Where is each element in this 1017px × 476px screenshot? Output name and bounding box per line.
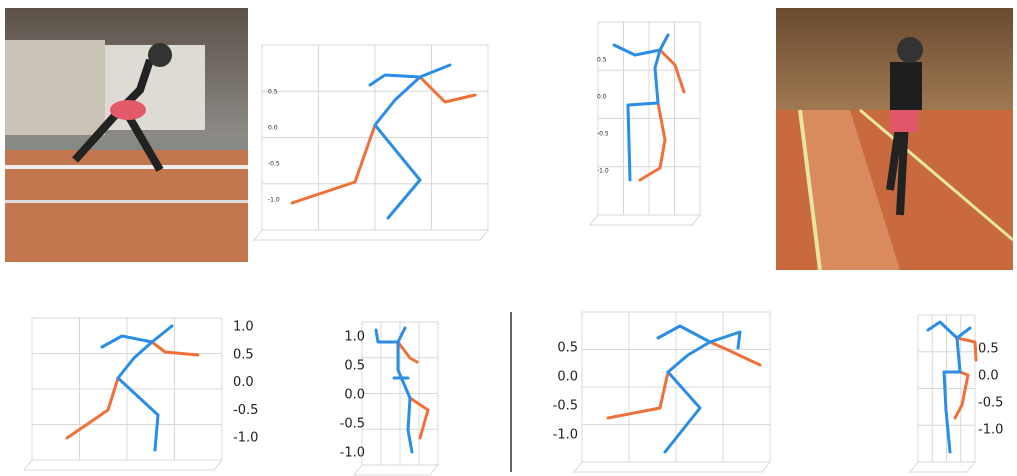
figure: 0.5 0.0 -0.5 -1.0 0.5 0.0 -0.5 -1.0 1.0 0.5 0.0 -0.… [0,0,1017,476]
skeleton-limb [628,50,660,180]
skeleton-limb [640,103,665,180]
skeleton-limb [375,77,420,218]
skeleton-limb [102,326,172,347]
axis-tick-label: -1.0 [233,431,258,446]
skeleton-limb [710,342,760,365]
axis-tick-label: 0.0 [557,370,578,385]
axis-tick-label: 0.0 [268,125,278,132]
plot-floor [574,462,770,472]
skeleton-limb [660,50,684,92]
axis-tick-label: -0.5 [268,161,280,168]
axis-tick-label: 0.0 [344,388,365,403]
axis-tick-label: -1.0 [553,428,578,443]
skeleton-limb [955,372,968,418]
axis-tick-label: 0.5 [233,347,254,362]
plot-floor [24,460,222,470]
skeleton-limb [608,372,668,418]
axis-tick-label: 0.5 [268,89,278,96]
axis-tick-label: -0.5 [553,399,578,414]
axis-tick-label: 0.0 [233,375,254,390]
skeleton-limb [420,77,475,102]
axis-tick-label: 0.5 [978,342,999,357]
skeleton-limb [665,342,710,452]
axis-tick-label: -0.5 [978,396,1003,411]
photo-front-view [776,8,1013,270]
photo-side-view [5,8,248,262]
axis-tick-label: 0.5 [557,341,578,356]
skeleton-limb [398,342,417,362]
plot-floor [254,230,488,240]
skeleton-limb [658,326,740,348]
axis-tick-label: -1.0 [978,423,1003,438]
axis-tick-label: -1.0 [340,446,365,461]
skeleton-limb [292,125,375,203]
skeleton-limb [376,328,405,342]
axis-tick-label: -1.0 [597,168,609,175]
axis-tick-label: -0.5 [597,131,609,138]
axis-tick-label: 0.5 [344,359,365,374]
skeleton-limb [118,342,158,450]
plot-floor [590,215,700,225]
axis-tick-label: 1.0 [344,330,365,345]
axis-tick-label: 0.0 [597,94,607,101]
axis-tick-label: 1.0 [233,320,254,335]
axis-tick-label: -0.5 [233,403,258,418]
skeleton-limb [67,378,118,438]
plot-floor [354,465,438,475]
skeleton-limb [370,65,450,85]
axis-tick-label: -0.5 [340,417,365,432]
skeleton-limb [928,322,970,338]
plot-floor [910,462,975,472]
axis-tick-label: 0.0 [978,369,999,384]
axis-tick-label: 0.5 [597,57,607,64]
axis-tick-label: -1.0 [268,197,280,204]
